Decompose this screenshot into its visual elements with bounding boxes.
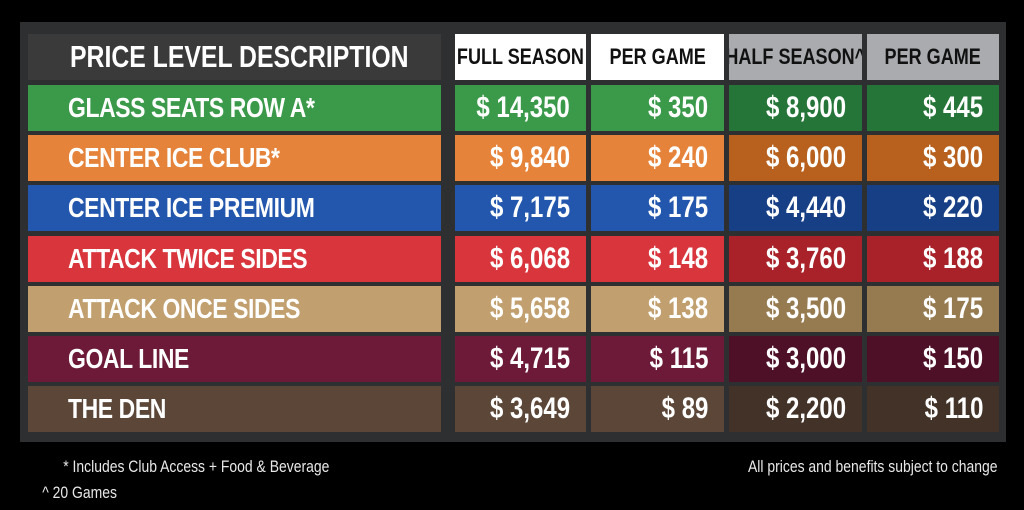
per-game-price-text: $ 115 xyxy=(649,342,708,375)
header-full-season-text: FULL SEASON xyxy=(457,44,584,69)
footnote-club: * Includes Club Access + Food & Beverage xyxy=(63,457,330,476)
half-per-game-price-text: $ 220 xyxy=(922,191,983,224)
half-season-price-text: $ 4,440 xyxy=(765,191,846,224)
full-season-price: $ 5,658 xyxy=(455,286,586,332)
half-per-game-price-text: $ 150 xyxy=(922,342,983,375)
row-description-text: GOAL LINE xyxy=(68,343,189,374)
row-description-text: ATTACK ONCE SIDES xyxy=(68,293,300,324)
row-description: THE DEN xyxy=(28,386,441,432)
per-game-price: $ 138 xyxy=(591,286,724,332)
half-per-game-price: $ 220 xyxy=(867,185,999,231)
per-game-price-text: $ 138 xyxy=(647,292,708,325)
half-season-price-text: $ 2,200 xyxy=(765,392,846,425)
price-table: PRICE LEVEL DESCRIPTION FULL SEASON PER GA… xyxy=(20,22,1006,442)
per-game-price-text: $ 350 xyxy=(647,91,708,124)
per-game-price-text: $ 89 xyxy=(661,392,708,425)
half-season-price-text: $ 3,000 xyxy=(765,342,846,375)
half-per-game-price-text: $ 175 xyxy=(922,292,983,325)
half-season-price: $ 3,760 xyxy=(729,236,862,282)
header-half-season: HALF SEASON^ xyxy=(729,34,862,80)
half-season-price-text: $ 8,900 xyxy=(765,91,846,124)
per-game-price: $ 175 xyxy=(591,185,724,231)
per-game-price: $ 89 xyxy=(591,386,724,432)
row-description: CENTER ICE CLUB* xyxy=(28,135,441,181)
half-season-price: $ 3,500 xyxy=(729,286,862,332)
per-game-price-text: $ 240 xyxy=(647,141,708,174)
full-season-price-text: $ 5,658 xyxy=(489,292,570,325)
full-season-price-text: $ 6,068 xyxy=(489,242,570,275)
header-per-game-text: PER GAME xyxy=(609,44,706,69)
half-season-price-text: $ 3,760 xyxy=(765,242,846,275)
half-per-game-price: $ 150 xyxy=(867,336,999,382)
half-per-game-price: $ 300 xyxy=(867,135,999,181)
row-description-text: CENTER ICE PREMIUM xyxy=(68,192,315,223)
header-full-season: FULL SEASON xyxy=(455,34,586,80)
half-per-game-price: $ 445 xyxy=(867,85,999,131)
full-season-price-text: $ 3,649 xyxy=(489,392,570,425)
row-description-text: CENTER ICE CLUB* xyxy=(68,142,280,173)
half-per-game-price: $ 110 xyxy=(867,386,999,432)
full-season-price: $ 4,715 xyxy=(455,336,586,382)
half-season-price: $ 2,200 xyxy=(729,386,862,432)
full-season-price: $ 3,649 xyxy=(455,386,586,432)
full-season-price-text: $ 9,840 xyxy=(489,141,570,174)
row-description-text: ATTACK TWICE SIDES xyxy=(68,243,308,274)
per-game-price: $ 240 xyxy=(591,135,724,181)
row-description-text: THE DEN xyxy=(68,393,166,424)
footnote-disclaimer: All prices and benefits subject to chang… xyxy=(748,457,998,476)
full-season-price-text: $ 14,350 xyxy=(476,91,570,124)
half-per-game-price-text: $ 188 xyxy=(922,242,983,275)
half-per-game-price: $ 188 xyxy=(867,236,999,282)
row-description: ATTACK TWICE SIDES xyxy=(28,236,441,282)
half-per-game-price-text: $ 110 xyxy=(924,392,983,425)
full-season-price: $ 14,350 xyxy=(455,85,586,131)
row-description-text: GLASS SEATS ROW A* xyxy=(68,92,315,123)
row-description: CENTER ICE PREMIUM xyxy=(28,185,441,231)
header-half-per-game-text: PER GAME xyxy=(884,44,982,69)
half-season-price-text: $ 3,500 xyxy=(765,292,846,325)
header-price-level-description-text: PRICE LEVEL DESCRIPTION xyxy=(70,39,409,74)
half-per-game-price: $ 175 xyxy=(867,286,999,332)
half-season-price: $ 4,440 xyxy=(729,185,862,231)
per-game-price-text: $ 148 xyxy=(647,242,708,275)
half-per-game-price-text: $ 300 xyxy=(922,141,983,174)
row-description: GLASS SEATS ROW A* xyxy=(28,85,441,131)
half-season-price: $ 8,900 xyxy=(729,85,862,131)
half-season-price: $ 6,000 xyxy=(729,135,862,181)
footnote-games: ^ 20 Games xyxy=(42,483,117,502)
half-season-price-text: $ 6,000 xyxy=(765,141,846,174)
header-per-game: PER GAME xyxy=(591,34,724,80)
full-season-price: $ 6,068 xyxy=(455,236,586,282)
per-game-price: $ 148 xyxy=(591,236,724,282)
per-game-price: $ 350 xyxy=(591,85,724,131)
per-game-price: $ 115 xyxy=(591,336,724,382)
full-season-price: $ 7,175 xyxy=(455,185,586,231)
full-season-price-text: $ 7,175 xyxy=(489,191,570,224)
header-half-per-game: PER GAME xyxy=(867,34,999,80)
half-season-price: $ 3,000 xyxy=(729,336,862,382)
header-price-level-description: PRICE LEVEL DESCRIPTION xyxy=(28,34,441,80)
row-description: ATTACK ONCE SIDES xyxy=(28,286,441,332)
header-half-season-text: HALF SEASON^ xyxy=(729,44,862,69)
row-description: GOAL LINE xyxy=(28,336,441,382)
full-season-price: $ 9,840 xyxy=(455,135,586,181)
per-game-price-text: $ 175 xyxy=(647,191,708,224)
half-per-game-price-text: $ 445 xyxy=(922,91,983,124)
full-season-price-text: $ 4,715 xyxy=(489,342,570,375)
